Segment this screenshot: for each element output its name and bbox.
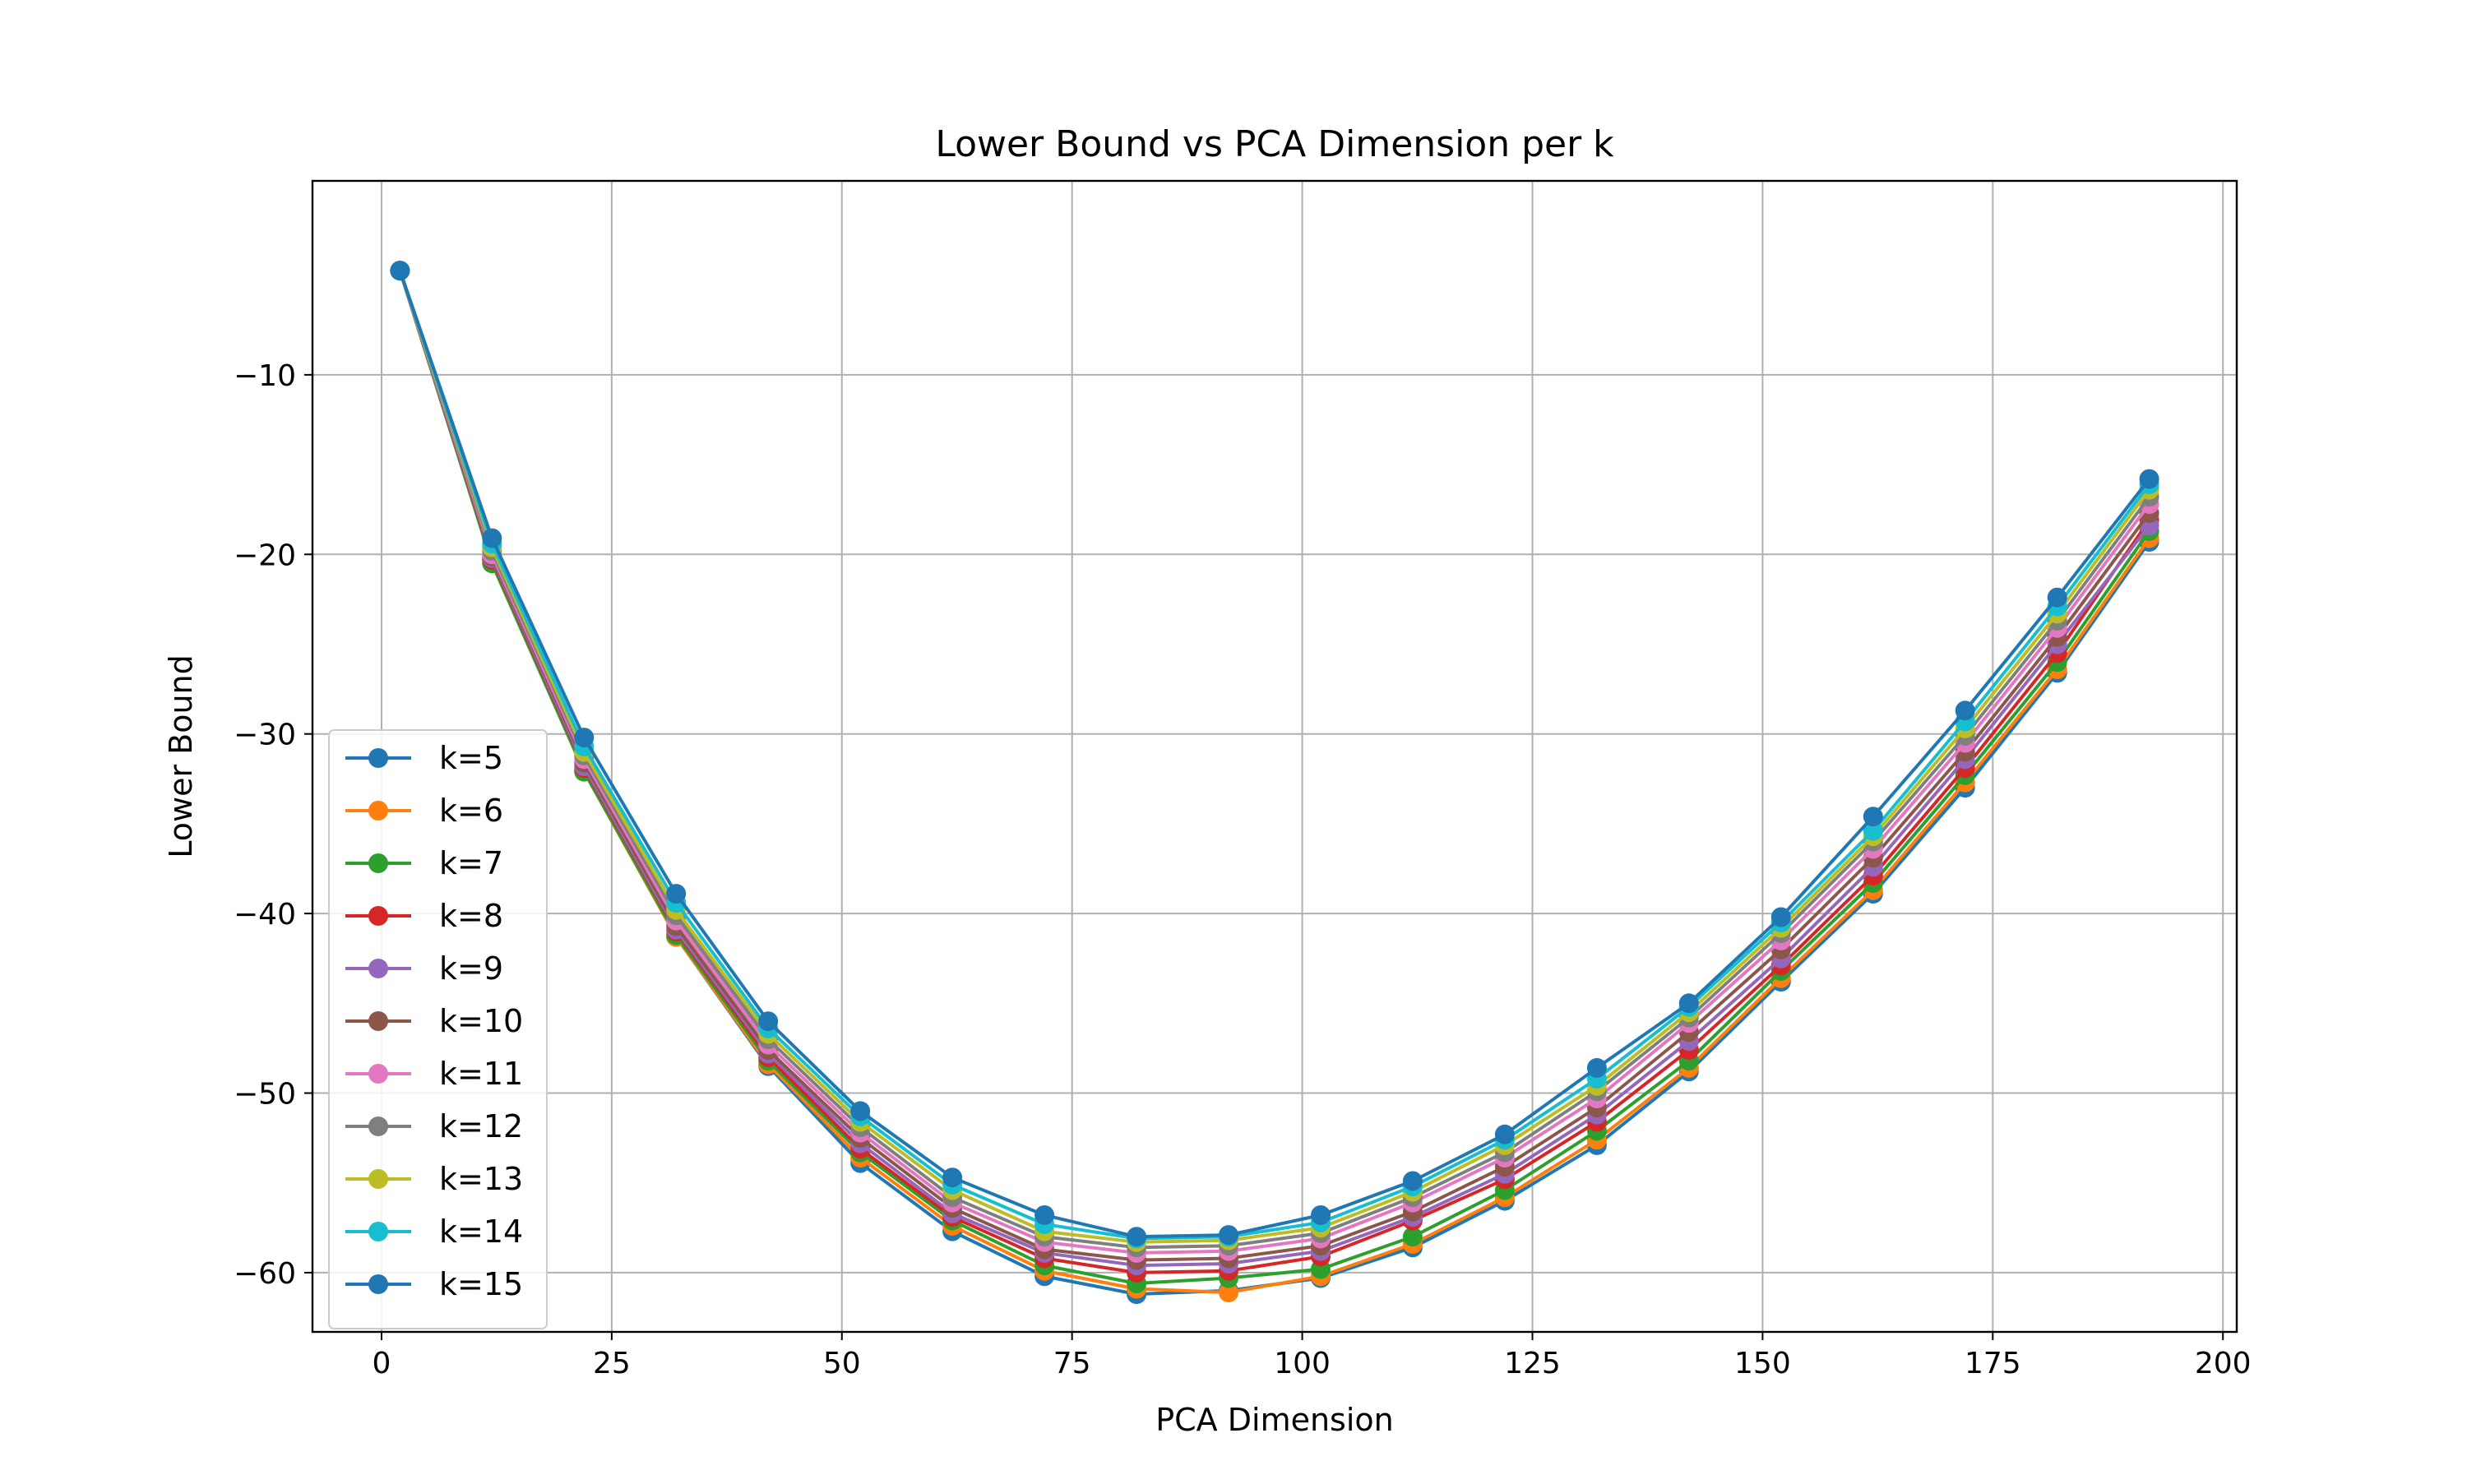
legend-label: k=15 bbox=[439, 1266, 523, 1302]
x-tick-label: 175 bbox=[1965, 1347, 2021, 1380]
plot-frame bbox=[311, 179, 2238, 1334]
y-axis-label: Lower Bound bbox=[163, 654, 199, 858]
series-line bbox=[398, 270, 2151, 1255]
legend-marker bbox=[368, 959, 388, 978]
plot-background bbox=[312, 181, 2237, 1332]
legend-marker bbox=[368, 801, 388, 821]
series-line bbox=[398, 270, 2151, 1268]
data-point bbox=[1127, 1227, 1147, 1247]
legend-marker bbox=[368, 853, 388, 873]
legend-label: k=7 bbox=[439, 845, 503, 881]
data-point bbox=[1311, 1205, 1331, 1225]
x-axis-ticks: 0 25 50 75 100 125 150 175 200 bbox=[373, 1332, 2252, 1380]
x-tick-label: 50 bbox=[823, 1347, 861, 1380]
data-point bbox=[1402, 1227, 1423, 1247]
legend-label: k=11 bbox=[439, 1056, 523, 1092]
legend-marker bbox=[368, 1222, 388, 1241]
data-point bbox=[1863, 821, 1883, 841]
data-point bbox=[1494, 1124, 1515, 1144]
legend-item: k=6 bbox=[345, 793, 503, 829]
data-point bbox=[2139, 469, 2159, 489]
legend-label: k=13 bbox=[439, 1161, 523, 1197]
data-point bbox=[942, 1167, 963, 1188]
data-point bbox=[574, 728, 595, 748]
data-point bbox=[1678, 993, 1699, 1014]
x-tick-label: 75 bbox=[1053, 1347, 1091, 1380]
y-axis-ticks: −10 −20 −30 −40 −50 −60 bbox=[234, 359, 312, 1291]
data-point bbox=[390, 261, 410, 281]
legend-label: k=6 bbox=[439, 793, 503, 829]
legend-label: k=10 bbox=[439, 1003, 523, 1039]
x-tick-label: 200 bbox=[2195, 1347, 2252, 1380]
data-point bbox=[1219, 1283, 1238, 1302]
x-tick-label: 25 bbox=[593, 1347, 631, 1380]
legend-item: k=12 bbox=[345, 1108, 523, 1144]
legend-label: k=14 bbox=[439, 1214, 523, 1250]
legend-marker bbox=[368, 748, 388, 768]
x-tick-label: 150 bbox=[1734, 1347, 1791, 1380]
legend-item: k=8 bbox=[345, 898, 503, 934]
y-tick-label: −20 bbox=[234, 539, 296, 572]
legend-item: k=14 bbox=[345, 1214, 523, 1250]
legend-marker bbox=[368, 906, 388, 926]
y-tick-label: −30 bbox=[234, 719, 296, 752]
legend: k=5 k=6 k=7 k=8 k=9 k=10 k=11 k=12 k=13 k=14 k=15 bbox=[328, 729, 548, 1329]
legend-item: k=10 bbox=[345, 1003, 523, 1039]
series-line bbox=[398, 270, 2151, 1285]
legend-label: k=5 bbox=[439, 740, 503, 776]
data-point bbox=[1219, 1225, 1238, 1246]
y-tick-label: −60 bbox=[234, 1257, 296, 1291]
series-group bbox=[390, 261, 2159, 1305]
grid bbox=[312, 181, 2237, 1332]
data-point bbox=[482, 528, 502, 548]
legend-marker bbox=[368, 1064, 388, 1084]
series-line bbox=[398, 270, 2151, 1239]
series-line bbox=[398, 270, 2151, 1244]
series-line bbox=[398, 270, 2151, 1262]
x-tick-label: 125 bbox=[1504, 1347, 1561, 1380]
x-tick-label: 100 bbox=[1274, 1347, 1331, 1380]
data-point bbox=[666, 884, 687, 904]
legend-item: k=9 bbox=[345, 950, 503, 987]
x-axis-label: PCA Dimension bbox=[1155, 1402, 1394, 1438]
legend-label: k=12 bbox=[439, 1108, 523, 1144]
data-point bbox=[1034, 1205, 1055, 1225]
legend-item: k=7 bbox=[345, 845, 503, 881]
data-point bbox=[758, 1011, 779, 1032]
y-tick-label: −10 bbox=[234, 359, 296, 393]
series-line bbox=[398, 270, 2151, 1241]
legend-marker bbox=[368, 1274, 388, 1294]
y-tick-label: −40 bbox=[234, 898, 296, 932]
chart-title: Lower Bound vs PCA Dimension per k bbox=[935, 123, 1614, 165]
legend-item: k=11 bbox=[345, 1056, 523, 1092]
legend-marker bbox=[368, 1169, 388, 1189]
y-tick-label: −50 bbox=[234, 1078, 296, 1112]
data-point bbox=[1863, 807, 1883, 827]
data-point bbox=[1770, 907, 1791, 927]
legend-label: k=8 bbox=[439, 898, 503, 934]
data-point bbox=[2047, 587, 2067, 608]
legend-item: k=5 bbox=[345, 740, 503, 776]
data-point bbox=[1586, 1057, 1607, 1078]
x-tick-label: 0 bbox=[373, 1347, 391, 1380]
legend-marker bbox=[368, 1116, 388, 1136]
series-line bbox=[398, 270, 2151, 1250]
data-point bbox=[1402, 1171, 1423, 1191]
data-point bbox=[850, 1101, 871, 1121]
legend-item: k=15 bbox=[345, 1266, 523, 1302]
legend-label: k=9 bbox=[439, 950, 503, 987]
legend-marker bbox=[368, 1011, 388, 1031]
series-k-15 bbox=[390, 261, 2159, 1247]
data-point bbox=[1955, 700, 1975, 721]
legend-item: k=13 bbox=[345, 1161, 523, 1197]
